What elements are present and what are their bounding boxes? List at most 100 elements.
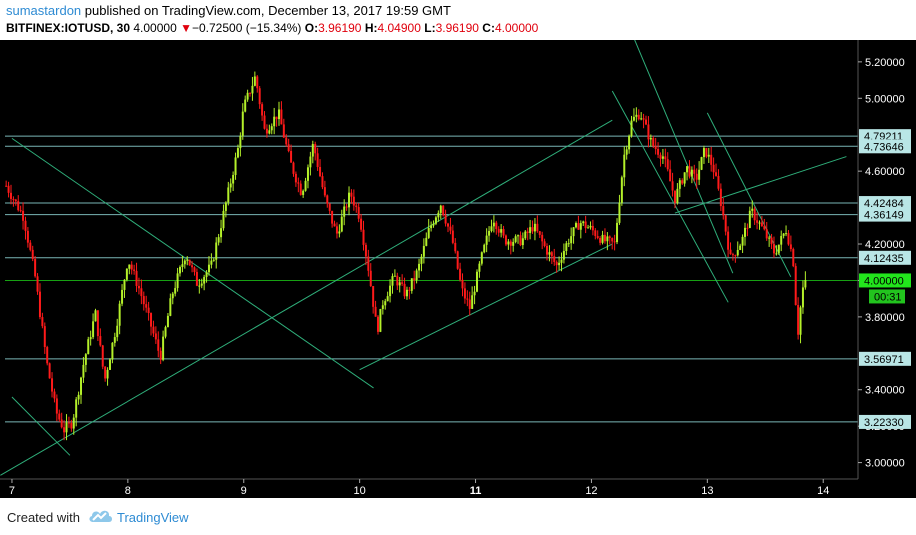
candle-body bbox=[34, 258, 37, 277]
level-label: 3.22330 bbox=[864, 417, 904, 429]
candle-body bbox=[309, 156, 312, 168]
candle-body bbox=[263, 115, 266, 129]
candle-body bbox=[241, 111, 244, 136]
candle-body bbox=[348, 192, 351, 208]
candle-body bbox=[217, 237, 220, 243]
candle-body bbox=[686, 166, 689, 173]
candle-body bbox=[145, 304, 148, 308]
candle-body bbox=[584, 221, 587, 229]
candle-body bbox=[772, 244, 775, 254]
candle-body bbox=[606, 236, 609, 242]
candle-body bbox=[405, 289, 408, 297]
candle-body bbox=[215, 242, 218, 260]
candle-body bbox=[396, 275, 399, 286]
candle-body bbox=[620, 177, 623, 203]
candle-body bbox=[587, 227, 590, 229]
x-tick-label: 10 bbox=[354, 485, 366, 497]
trendline bbox=[11, 396, 71, 456]
candle-body bbox=[333, 223, 336, 227]
candle-body bbox=[31, 249, 34, 259]
candle-body bbox=[693, 169, 696, 174]
candle-body bbox=[447, 223, 450, 227]
tradingview-brand-link[interactable]: TradingView bbox=[117, 510, 189, 525]
candle-body bbox=[666, 159, 669, 170]
candle-body bbox=[338, 231, 341, 234]
candle-body bbox=[536, 223, 539, 232]
level-label-box bbox=[859, 207, 911, 222]
candle-body bbox=[645, 119, 648, 125]
candle-body bbox=[529, 227, 532, 233]
candle-body bbox=[77, 394, 80, 400]
created-with-label: Created with bbox=[7, 510, 80, 525]
candle-body bbox=[72, 417, 75, 429]
candle-body bbox=[459, 268, 462, 280]
candle-body bbox=[222, 210, 225, 229]
candle-body bbox=[403, 283, 406, 297]
candle-body bbox=[111, 342, 114, 360]
candle-body bbox=[652, 137, 655, 146]
candle-body bbox=[519, 235, 522, 246]
candle-body bbox=[376, 316, 379, 332]
candle-body bbox=[461, 279, 464, 289]
candle-body bbox=[282, 124, 285, 138]
candle-body bbox=[174, 288, 177, 294]
candle-body bbox=[731, 254, 734, 256]
candle-body bbox=[661, 156, 664, 159]
chart-header: sumastardon published on TradingView.com… bbox=[0, 0, 916, 40]
candle-body bbox=[256, 76, 259, 89]
candle-body bbox=[326, 195, 329, 204]
countdown-label: 00:31 bbox=[874, 291, 902, 303]
candle-body bbox=[570, 236, 573, 244]
candle-body bbox=[135, 270, 138, 286]
candle-body bbox=[171, 293, 174, 299]
tradingview-cloud-icon bbox=[89, 510, 112, 522]
candle-body bbox=[722, 206, 725, 216]
candle-body bbox=[261, 104, 264, 116]
candle-body bbox=[372, 286, 375, 307]
candle-body bbox=[244, 99, 247, 112]
candle-body bbox=[430, 225, 433, 229]
candle-body bbox=[562, 250, 565, 260]
candle-body bbox=[150, 313, 153, 327]
candle-body bbox=[302, 190, 305, 195]
price-chart[interactable]: 3.000003.200003.400003.800004.000004.200… bbox=[0, 40, 916, 498]
candle-body bbox=[707, 154, 710, 157]
y-tick-label: 5.20000 bbox=[865, 57, 905, 69]
candle-body bbox=[128, 264, 131, 269]
candle-body bbox=[456, 251, 459, 269]
candle-body bbox=[637, 114, 640, 120]
candle-body bbox=[782, 233, 785, 236]
candle-body bbox=[517, 235, 520, 237]
x-tick-label: 14 bbox=[817, 485, 829, 497]
candle-body bbox=[533, 223, 536, 232]
level-label: 4.73646 bbox=[864, 141, 904, 153]
candle-body bbox=[331, 210, 334, 224]
candle-body bbox=[384, 301, 387, 306]
candle-body bbox=[159, 350, 162, 360]
candle-body bbox=[591, 225, 594, 231]
candle-body bbox=[113, 337, 116, 343]
candle-body bbox=[480, 252, 483, 264]
candle-body bbox=[579, 223, 582, 230]
candle-body bbox=[628, 135, 631, 150]
candle-body bbox=[488, 230, 491, 236]
candle-body bbox=[801, 287, 804, 308]
candle-body bbox=[200, 283, 203, 286]
publish-info: published on TradingView.com, December 1… bbox=[84, 3, 451, 18]
candle-body bbox=[418, 263, 421, 271]
candle-body bbox=[669, 169, 672, 182]
candle-body bbox=[753, 208, 756, 221]
plot-area[interactable] bbox=[0, 40, 858, 476]
author-link[interactable]: sumastardon bbox=[6, 3, 82, 18]
candle-body bbox=[471, 295, 474, 309]
publish-line: sumastardon published on TradingView.com… bbox=[6, 3, 451, 18]
candle-body bbox=[594, 230, 597, 236]
candle-body bbox=[164, 327, 167, 337]
x-tick-label: 8 bbox=[125, 485, 131, 497]
candle-body bbox=[512, 241, 515, 246]
candle-body bbox=[478, 263, 481, 272]
candle-body bbox=[65, 422, 68, 433]
candle-body bbox=[26, 230, 29, 243]
candle-body bbox=[787, 233, 790, 245]
candle-body bbox=[746, 227, 749, 229]
